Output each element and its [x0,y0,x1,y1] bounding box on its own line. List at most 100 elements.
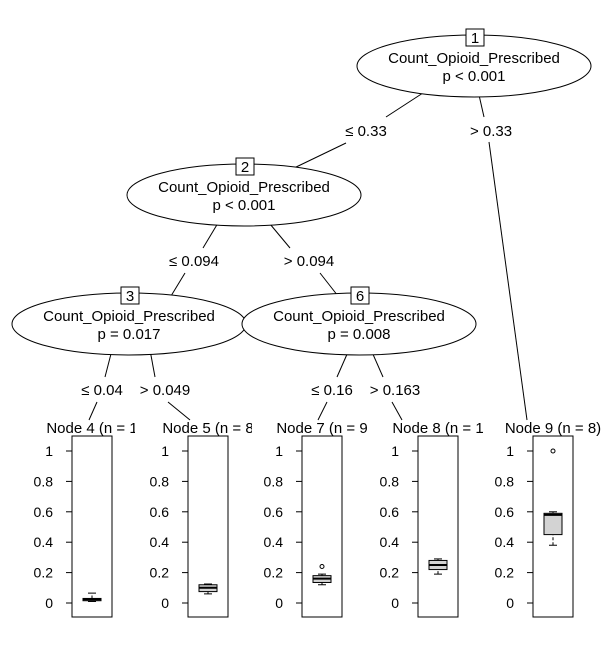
terminal-y-axis: 0 0.2 0.4 0.6 0.8 1 [34,443,72,611]
iqr-box [543,512,563,536]
edge-line-1-2-upper [385,90,427,118]
y-tick-label: 0.6 [495,504,515,520]
edge-label-6-8: > 0.163 [370,382,420,399]
title-clip-mask [367,418,383,436]
node-id-box [235,157,255,176]
edge-label-2-3: ≤ 0.094 [169,253,219,270]
node-pvalue: p = 0.017 [98,326,161,343]
terminal-node-7: Node 7 (n = 9 0 0.2 0.4 0.6 0.8 1 [264,420,368,618]
boxplot [428,558,448,575]
edge-line-1-2-lower [291,142,347,170]
edge-labels: ≤ 0.33 > 0.33 ≤ 0.094 > 0.094 ≤ 0.04 > 0… [81,123,512,399]
edge-line-6-8-upper [371,351,384,378]
y-tick-label: 0.8 [264,473,284,489]
y-tick-label: 0.4 [380,534,400,550]
node-id-box [465,28,485,47]
y-tick-label: 0.8 [34,473,54,489]
edge-label-2-6: > 0.094 [284,253,334,270]
edge-line-2-6-lower [319,272,339,297]
inner-node-1: 1 Count_Opioid_Prescribed p < 0.001 [356,28,592,98]
node-id: 2 [241,159,249,176]
terminal-node-5: Node 5 (n = 8 0 0.2 0.4 0.6 0.8 1 [150,420,254,618]
y-tick-label: 0.2 [380,565,400,581]
edge-line-6-7-lower [317,401,328,421]
node-variable: Count_Opioid_Prescribed [273,308,445,325]
edge-line-2-6-upper [269,223,291,249]
node-id-box [120,286,140,305]
y-tick-label: 0.4 [264,534,284,550]
terminal-node-4: Node 4 (n = 1 0 0.2 0.4 0.6 0.8 1 [34,420,138,618]
y-tick-label: 0.4 [150,534,170,550]
node-id: 1 [471,30,479,47]
title-clip-mask [135,418,155,436]
y-tick-label: 1 [506,443,514,459]
y-tick-label: 0 [391,595,399,611]
node-pvalue: p = 0.008 [328,326,391,343]
y-tick-label: 0 [161,595,169,611]
node-id: 3 [126,288,134,305]
edge-line-1-9-lower [488,141,528,421]
y-tick-label: 1 [391,443,399,459]
boxplot [543,448,563,546]
edge-line-2-3-upper [202,222,219,249]
y-tick-label: 0.8 [495,473,515,489]
edge-line-3-4-lower [88,401,98,421]
edge-label-1-9: > 0.33 [470,123,512,140]
y-tick-label: 0.8 [150,473,170,489]
y-tick-label: 0 [275,595,283,611]
y-tick-label: 0 [506,595,514,611]
terminal-node-8: Node 8 (n = 1 0 0.2 0.4 0.6 0.8 1 [380,420,484,618]
node-pvalue: p < 0.001 [213,197,276,214]
terminal-frame [71,435,113,618]
inner-node-2: 2 Count_Opioid_Prescribed p < 0.001 [126,157,362,227]
y-tick-label: 0.6 [34,504,54,520]
node-variable: Count_Opioid_Prescribed [388,50,560,67]
edge-line-2-3-lower [170,272,186,297]
edge-label-3-5: > 0.049 [140,382,190,399]
title-clip-masks [135,418,500,436]
boxplot [198,583,218,595]
inner-node-3: 3 Count_Opioid_Prescribed p = 0.017 [11,286,247,356]
y-tick-label: 0.2 [495,565,515,581]
terminal-frame [417,435,459,618]
edge-line-3-5-lower [167,401,191,421]
edge-label-1-2: ≤ 0.33 [345,123,387,140]
terminal-frame [532,435,574,618]
node-variable: Count_Opioid_Prescribed [158,179,330,196]
title-clip-mask [483,418,500,436]
node-id: 6 [356,288,364,305]
y-tick-label: 0.2 [150,565,170,581]
edge-line-6-7-upper [336,351,349,378]
terminal-frame [301,435,343,618]
boxplot [82,592,102,602]
terminal-frame [187,435,229,618]
y-tick-label: 0.4 [34,534,54,550]
outlier-point [550,448,556,454]
y-tick-label: 0.4 [495,534,515,550]
terminal-y-axis: 0 0.2 0.4 0.6 0.8 1 [264,443,302,611]
terminal-y-axis: 0 0.2 0.4 0.6 0.8 1 [380,443,418,611]
title-clip-mask [252,418,270,436]
node-id-box [350,286,370,305]
terminal-title: Node 8 (n = 1 [392,420,483,437]
node-variable: Count_Opioid_Prescribed [43,308,215,325]
inner-node-6: 6 Count_Opioid_Prescribed p = 0.008 [241,286,477,356]
edge-line-6-8-lower [391,401,403,421]
y-tick-label: 0.2 [34,565,54,581]
terminal-title: Node 9 (n = 8) [505,420,601,437]
y-tick-label: 0.8 [380,473,400,489]
terminal-y-axis: 0 0.2 0.4 0.6 0.8 1 [150,443,188,611]
node-pvalue: p < 0.001 [443,68,506,85]
y-tick-label: 1 [45,443,53,459]
outlier-point [319,564,325,570]
terminal-y-axis: 0 0.2 0.4 0.6 0.8 1 [495,443,533,611]
y-tick-label: 1 [161,443,169,459]
edge-label-3-4: ≤ 0.04 [81,382,123,399]
terminal-title: Node 4 (n = 1 [46,420,137,437]
y-tick-label: 0 [45,595,53,611]
terminal-title: Node 5 (n = 8 [162,420,253,437]
y-tick-label: 0.6 [150,504,170,520]
y-tick-label: 0.2 [264,565,284,581]
